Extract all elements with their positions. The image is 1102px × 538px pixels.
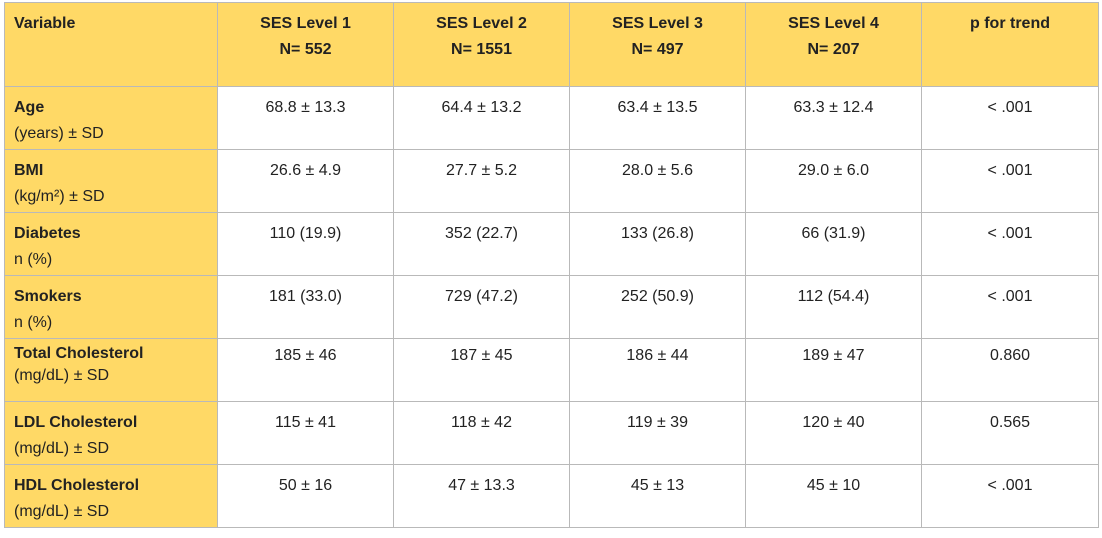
value-cell: 133 (26.8) xyxy=(569,212,746,276)
value-cell: 186 ± 44 xyxy=(569,338,746,402)
value-cell: 26.6 ± 4.9 xyxy=(217,149,394,213)
p-value-cell: 0.565 xyxy=(921,401,1099,465)
value-cell: 118 ± 42 xyxy=(393,401,570,465)
value-cell: 29.0 ± 6.0 xyxy=(745,149,922,213)
value-cell: 120 ± 40 xyxy=(745,401,922,465)
table-row: Diabetes n (%) 110 (19.9) 352 (22.7) 133 … xyxy=(4,212,1099,276)
row-sublabel: n (%) xyxy=(14,314,53,331)
row-sublabel: (mg/dL) ± SD xyxy=(14,503,110,520)
value-cell: 110 (19.9) xyxy=(217,212,394,276)
table-row: Smokers n (%) 181 (33.0) 729 (47.2) 252 (… xyxy=(4,275,1099,339)
row-label-cell: Smokers n (%) xyxy=(4,275,218,339)
value-cell: 181 (33.0) xyxy=(217,275,394,339)
value-cell: 66 (31.9) xyxy=(745,212,922,276)
header-n: N= 1551 xyxy=(451,41,512,58)
header-ses-level-1: SES Level 1 N= 552 xyxy=(217,2,394,87)
value-cell: 115 ± 41 xyxy=(217,401,394,465)
row-label-cell: Total Cholesterol (mg/dL) ± SD xyxy=(4,338,218,402)
value-cell: 63.4 ± 13.5 xyxy=(569,86,746,150)
row-sublabel: (mg/dL) ± SD xyxy=(14,440,110,457)
table-row: Total Cholesterol (mg/dL) ± SD 185 ± 46 1… xyxy=(4,338,1099,402)
row-label-cell: Age (years) ± SD xyxy=(4,86,218,150)
table-row: BMI (kg/m²) ± SD 26.6 ± 4.9 27.7 ± 5.2 28… xyxy=(4,149,1099,213)
row-label: Total Cholesterol xyxy=(14,345,144,362)
header-ses-level-3: SES Level 3 N= 497 xyxy=(569,2,746,87)
row-label: BMI xyxy=(14,162,44,179)
p-value-cell: < .001 xyxy=(921,275,1099,339)
p-value-cell: 0.860 xyxy=(921,338,1099,402)
value-cell: 45 ± 10 xyxy=(745,464,922,528)
value-cell: 45 ± 13 xyxy=(569,464,746,528)
value-cell: 68.8 ± 13.3 xyxy=(217,86,394,150)
value-cell: 119 ± 39 xyxy=(569,401,746,465)
value-cell: 252 (50.9) xyxy=(569,275,746,339)
row-label-cell: BMI (kg/m²) ± SD xyxy=(4,149,218,213)
table-row: HDL Cholesterol (mg/dL) ± SD 50 ± 16 47 ±… xyxy=(4,464,1099,528)
ses-table: Variable SES Level 1 N= 552 SES Level 2 N=… xyxy=(4,2,1099,528)
value-cell: 352 (22.7) xyxy=(393,212,570,276)
header-name: SES Level 3 xyxy=(612,15,703,32)
p-value-cell: < .001 xyxy=(921,464,1099,528)
header-name: SES Level 2 xyxy=(436,15,527,32)
table-row: LDL Cholesterol (mg/dL) ± SD 115 ± 41 118… xyxy=(4,401,1099,465)
row-label: HDL Cholesterol xyxy=(14,477,140,494)
row-label-cell: LDL Cholesterol (mg/dL) ± SD xyxy=(4,401,218,465)
value-cell: 28.0 ± 5.6 xyxy=(569,149,746,213)
row-label: Smokers xyxy=(14,288,82,305)
value-cell: 187 ± 45 xyxy=(393,338,570,402)
value-cell: 729 (47.2) xyxy=(393,275,570,339)
value-cell: 50 ± 16 xyxy=(217,464,394,528)
table-row: Age (years) ± SD 68.8 ± 13.3 64.4 ± 13.2 … xyxy=(4,86,1099,150)
header-p-trend: p for trend xyxy=(921,2,1099,87)
row-sublabel: n (%) xyxy=(14,251,53,268)
row-label: Age xyxy=(14,99,45,116)
row-label: LDL Cholesterol xyxy=(14,414,138,431)
value-cell: 112 (54.4) xyxy=(745,275,922,339)
value-cell: 185 ± 46 xyxy=(217,338,394,402)
row-label: Diabetes xyxy=(14,225,81,242)
header-row: Variable SES Level 1 N= 552 SES Level 2 N=… xyxy=(4,2,1099,87)
value-cell: 63.3 ± 12.4 xyxy=(745,86,922,150)
header-variable: Variable xyxy=(4,2,218,87)
row-sublabel: (kg/m²) ± SD xyxy=(14,188,105,205)
row-label-cell: Diabetes n (%) xyxy=(4,212,218,276)
header-n: N= 552 xyxy=(279,41,332,58)
value-cell: 47 ± 13.3 xyxy=(393,464,570,528)
header-name: SES Level 1 xyxy=(260,15,351,32)
value-cell: 189 ± 47 xyxy=(745,338,922,402)
p-value-cell: < .001 xyxy=(921,86,1099,150)
header-n: N= 207 xyxy=(807,41,860,58)
p-value-cell: < .001 xyxy=(921,149,1099,213)
p-value-cell: < .001 xyxy=(921,212,1099,276)
value-cell: 64.4 ± 13.2 xyxy=(393,86,570,150)
row-sublabel: (years) ± SD xyxy=(14,125,104,142)
value-cell: 27.7 ± 5.2 xyxy=(393,149,570,213)
header-ses-level-2: SES Level 2 N= 1551 xyxy=(393,2,570,87)
header-name: SES Level 4 xyxy=(788,15,879,32)
header-n: N= 497 xyxy=(631,41,684,58)
header-ses-level-4: SES Level 4 N= 207 xyxy=(745,2,922,87)
row-sublabel: (mg/dL) ± SD xyxy=(14,367,110,384)
row-label-cell: HDL Cholesterol (mg/dL) ± SD xyxy=(4,464,218,528)
